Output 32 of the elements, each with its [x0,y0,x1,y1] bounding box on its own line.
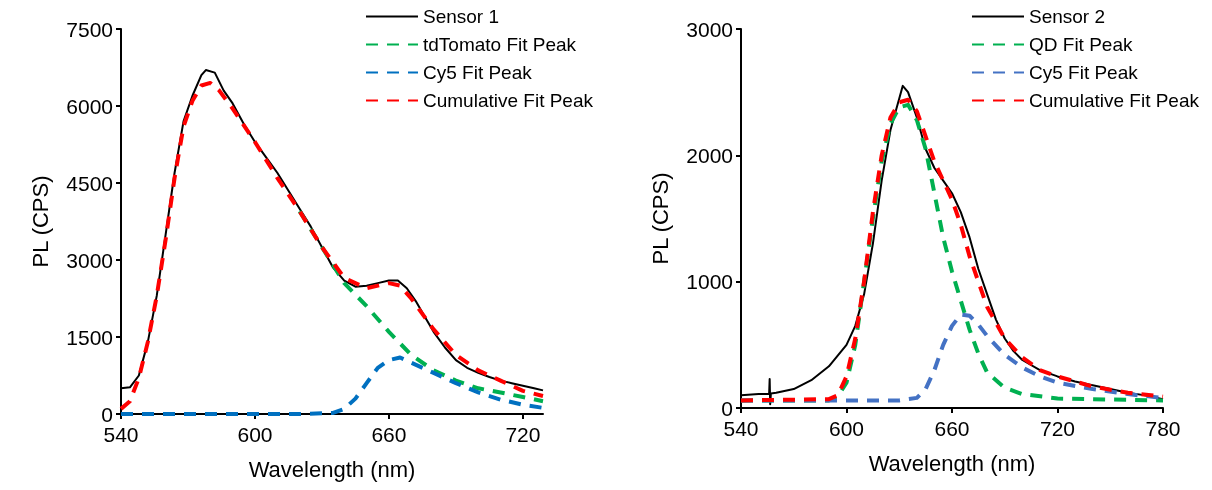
x-axis-title: Wavelength (nm) [248,456,416,482]
legend-label: tdTomato Fit Peak [422,34,577,55]
y-tick-label: 4500 [66,171,113,195]
legend-label: Sensor 1 [422,6,500,27]
legend-label: Cumulative Fit Peak [1028,90,1200,111]
line-series [297,209,545,404]
legend-label: Cumulative Fit Peak [422,90,594,111]
legend-label: Cy5 Fit Peak [422,62,533,83]
legend-label: Sensor 2 [1028,6,1106,27]
y-tick-label: 0 [721,396,733,420]
y-tick-label: 2000 [686,143,733,167]
x-tick-label: 600 [237,423,273,446]
x-tick-label: 780 [1145,417,1181,440]
y-tick-label: 6000 [66,94,113,118]
y-tick-label: 1000 [686,270,733,294]
y-axis-title: PL (CPS) [647,172,673,265]
y-tick-label: 0 [101,402,113,426]
y-tick-label: 3000 [66,248,113,272]
y-tick-label: 3000 [686,17,733,41]
legend-label: Cy5 Fit Peak [1028,62,1139,83]
legend-label: QD Fit Peak [1028,34,1133,55]
x-axis-title: Wavelength (nm) [868,450,1036,476]
x-tick-label: 720 [505,423,541,446]
x-tick-label: 540 [103,423,139,446]
x-tick-label: 600 [828,417,865,440]
y-tick-label: 7500 [66,17,113,41]
y-axis-title: PL (CPS) [27,175,53,268]
x-tick-label: 720 [1039,417,1076,440]
x-tick-label: 540 [723,417,759,440]
x-tick-label: 660 [934,417,970,440]
x-tick-label: 660 [371,423,407,446]
y-tick-label: 1500 [66,325,113,349]
